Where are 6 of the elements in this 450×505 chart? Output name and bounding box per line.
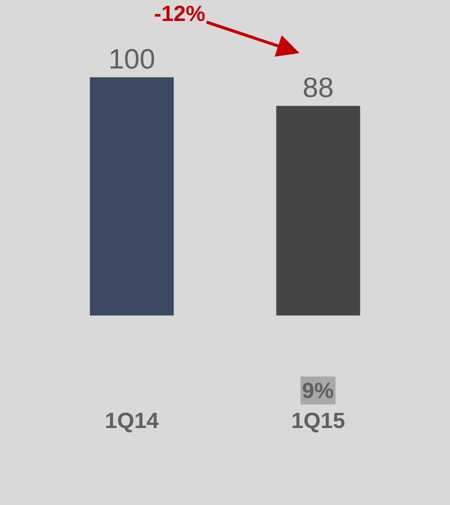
x-tick-label: 1Q14 <box>104 408 160 433</box>
data-label: 100 <box>108 43 156 74</box>
x-tick-label: 1Q15 <box>291 408 346 433</box>
data-label: 88 <box>302 72 334 103</box>
text: 9% <box>302 378 334 403</box>
text: -12% <box>154 1 206 26</box>
